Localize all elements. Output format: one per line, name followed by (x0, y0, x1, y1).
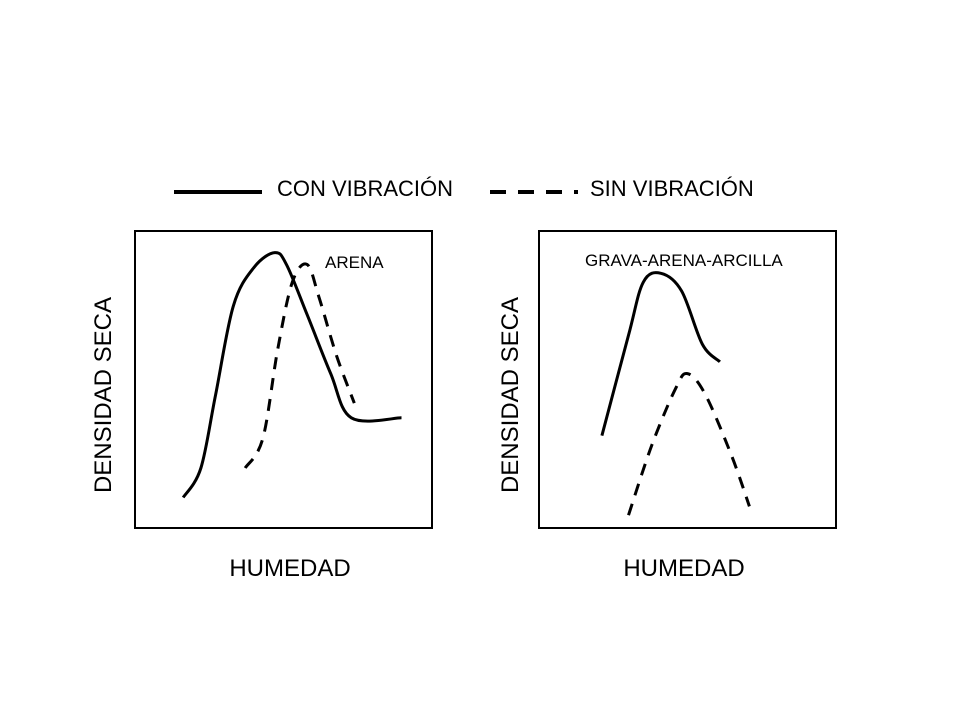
legend: CON VIBRACIÓN SIN VIBRACIÓN (0, 170, 960, 210)
series-line-con-vibracion (600, 271, 721, 436)
y-axis-label-right: DENSIDAD SECA (497, 296, 524, 494)
legend-solid-line-swatch (174, 190, 262, 194)
chart-panel-arena (134, 230, 433, 529)
series-line-sin-vibracion (627, 371, 751, 516)
chart-plot-arena (181, 251, 402, 499)
legend-dashed-line-swatch (490, 190, 578, 194)
y-axis-label-left: DENSIDAD SECA (90, 296, 117, 494)
legend-solid-label: CON VIBRACIÓN (277, 176, 454, 201)
annotation-arena: ARENA (325, 253, 384, 272)
chart-panel-grava-arena-arcilla (538, 230, 837, 529)
annotation-grava-arena-arcilla: GRAVA-ARENA-ARCILLA (585, 251, 783, 270)
x-axis-label-right: HUMEDAD (623, 555, 745, 582)
chart-plot-grava-arena-arcilla (600, 271, 751, 516)
x-axis-label-left: HUMEDAD (229, 555, 351, 582)
series-line-sin-vibracion (243, 262, 356, 469)
legend-dashed-label: SIN VIBRACIÓN (590, 176, 754, 201)
series-line-con-vibracion (181, 251, 402, 499)
